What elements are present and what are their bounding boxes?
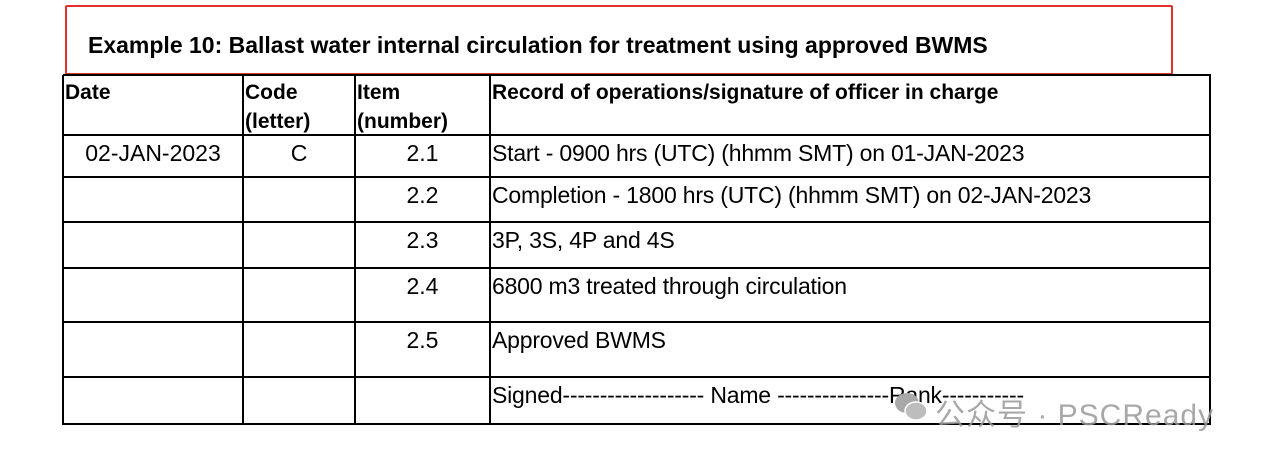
watermark: 公众号 · PSCReady [935, 399, 1215, 432]
row-line [63, 176, 1211, 178]
record-cell: 6800 m3 treated through circulation [492, 273, 847, 299]
row-line [63, 423, 1211, 425]
item-cell: 2.2 [406, 182, 439, 208]
record-cell: 3P, 3S, 4P and 4S [492, 227, 675, 253]
row-line [63, 267, 1211, 269]
item-cell: 2.1 [406, 140, 439, 166]
col-line [1209, 75, 1211, 425]
row-line [63, 376, 1211, 378]
row-line [63, 321, 1211, 323]
col-line [62, 75, 64, 425]
record-cell: Completion - 1800 hrs (UTC) (hhmm SMT) o… [492, 182, 1092, 208]
row-line [63, 221, 1211, 223]
date-cell: 02-JAN-2023 [85, 140, 221, 166]
header-cell: Date [65, 81, 111, 104]
item-cell: 2.4 [406, 273, 439, 299]
row-line [63, 74, 1211, 76]
record-cell: Signed------------------- Name ---------… [492, 382, 1024, 408]
item-cell: 2.3 [406, 227, 439, 253]
wechat-icon [895, 393, 928, 421]
header-cell: Code (letter) [245, 81, 311, 133]
title: Example 10: Ballast water internal circu… [88, 32, 988, 58]
record-cell: Start - 0900 hrs (UTC) (hhmm SMT) on 01-… [492, 140, 1025, 166]
record-cell: Approved BWMS [492, 327, 666, 353]
col-line [242, 75, 244, 425]
row-line [63, 134, 1211, 136]
col-line [489, 75, 491, 425]
header-cell: Record of operations/signature of office… [492, 81, 999, 104]
item-cell: 2.5 [406, 327, 439, 353]
col-line [354, 75, 356, 425]
header-cell: Item (number) [357, 81, 448, 133]
code-cell: C [290, 140, 308, 166]
